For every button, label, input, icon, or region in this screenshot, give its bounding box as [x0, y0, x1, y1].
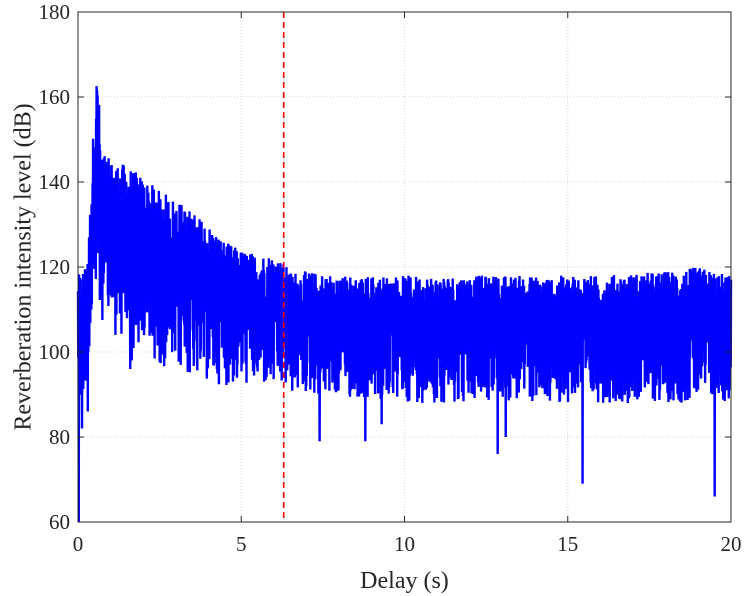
series-layer	[76, 86, 733, 523]
y-tick-label: 140	[39, 170, 71, 194]
x-tick-label: 15	[557, 532, 578, 556]
tick-labels: 0 5 10 15 20 60 80 100 120 140 160 180	[39, 0, 742, 556]
x-axis-title: Delay (s)	[360, 568, 449, 594]
x-tick-label: 10	[394, 532, 415, 556]
y-tick-label: 120	[39, 255, 71, 279]
x-tick-label: 20	[721, 532, 742, 556]
x-tick-label: 5	[236, 532, 247, 556]
x-tick-label: 0	[73, 532, 84, 556]
y-tick-label: 180	[39, 0, 71, 24]
y-tick-label: 160	[39, 85, 71, 109]
y-tick-label: 100	[39, 340, 71, 364]
y-tick-label: 60	[49, 510, 70, 534]
y-tick-label: 80	[49, 425, 70, 449]
series-line-0	[76, 86, 733, 523]
y-axis-title: Reverberation intensity level (dB)	[10, 103, 36, 430]
axes-layer	[77, 11, 732, 523]
